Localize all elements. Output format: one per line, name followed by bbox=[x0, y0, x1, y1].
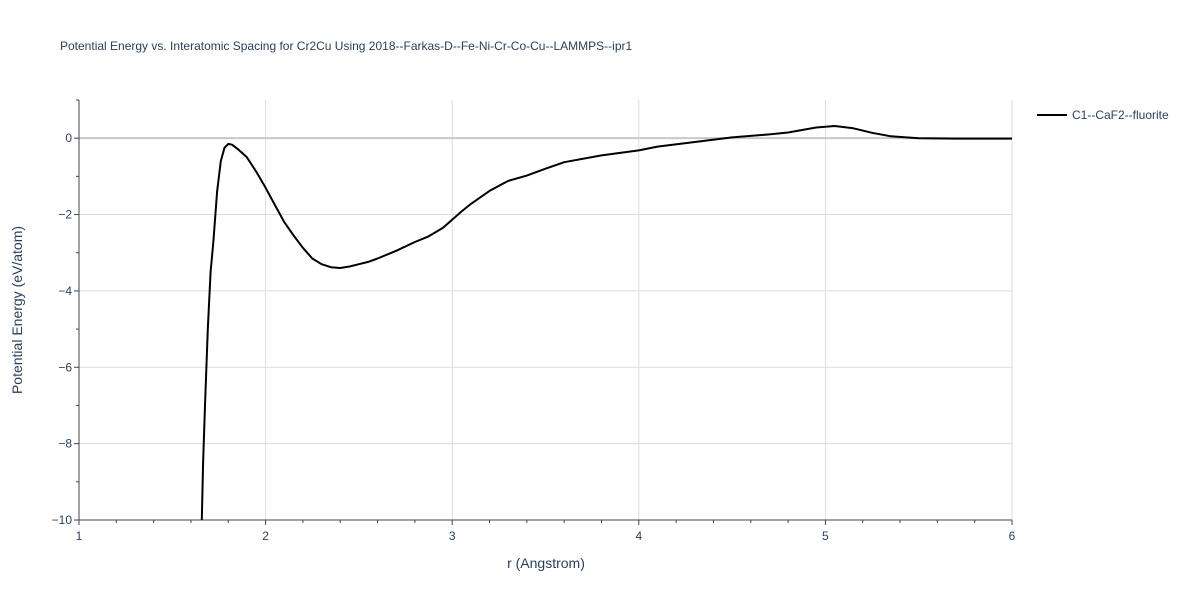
y-tick-label: −8 bbox=[58, 437, 72, 451]
axes bbox=[74, 99, 1013, 525]
x-tick-label: 1 bbox=[76, 529, 83, 543]
x-tick-label: 6 bbox=[1009, 529, 1016, 543]
x-axis-title: r (Angstrom) bbox=[507, 555, 585, 571]
y-tick-label: 0 bbox=[65, 131, 72, 145]
series-lines bbox=[200, 125, 1012, 520]
y-axis-title: Potential Energy (eV/atom) bbox=[9, 226, 25, 394]
legend[interactable]: C1--CaF2--fluorite bbox=[1037, 108, 1169, 122]
grid-lines bbox=[79, 100, 1013, 520]
y-tick-label: −10 bbox=[52, 513, 73, 527]
y-tick-label: −6 bbox=[58, 360, 72, 374]
series-line bbox=[200, 125, 1012, 520]
legend-label[interactable]: C1--CaF2--fluorite bbox=[1072, 108, 1169, 122]
y-tick-label: −4 bbox=[58, 284, 72, 298]
x-tick-label: 2 bbox=[262, 529, 269, 543]
chart-title: Potential Energy vs. Interatomic Spacing… bbox=[60, 39, 632, 53]
x-tick-label: 4 bbox=[635, 529, 642, 543]
tick-labels: 1 2 3 4 5 6 0 −2 −4 −6 −8 −10 bbox=[52, 131, 1016, 543]
x-tick-label: 5 bbox=[822, 529, 829, 543]
x-tick-label: 3 bbox=[449, 529, 456, 543]
y-tick-label: −2 bbox=[58, 208, 72, 222]
